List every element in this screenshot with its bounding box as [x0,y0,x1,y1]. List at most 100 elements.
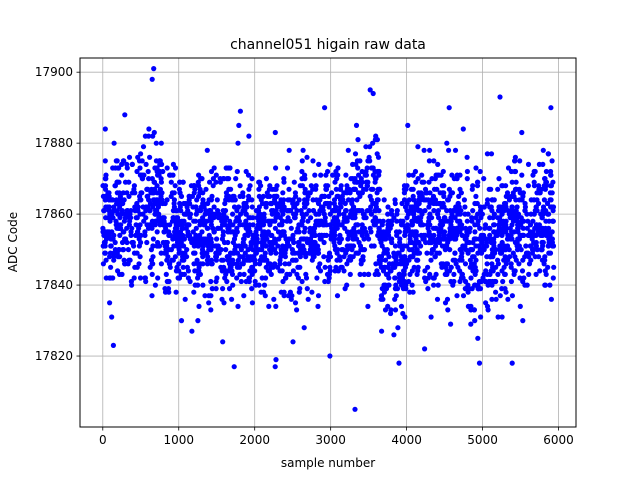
data-point [355,250,361,256]
data-point [271,193,277,199]
data-point [324,271,331,277]
data-point [424,250,430,256]
data-point [224,278,230,285]
data-point [337,257,343,263]
data-point [144,239,150,246]
data-point [495,261,501,267]
data-point [101,208,107,214]
data-point [281,293,287,299]
data-point [308,215,314,221]
data-point [265,268,271,274]
data-point [246,133,252,139]
data-point [338,236,344,242]
data-point [120,229,126,235]
data-point [112,183,118,189]
data-point [517,275,523,281]
data-point [183,200,189,207]
data-point [495,186,501,192]
data-point [366,154,372,160]
data-point [204,261,210,267]
data-point [344,247,350,253]
data-point [534,247,540,253]
data-point [487,204,493,210]
data-point [137,254,143,260]
data-point [142,133,148,139]
data-point [219,218,225,224]
data-point [450,232,456,238]
data-point [126,222,132,228]
data-point [359,168,365,175]
data-point [528,257,534,263]
data-point [276,236,282,242]
data-point [303,271,309,277]
data-point [503,183,509,189]
data-point [125,247,131,253]
data-point [488,151,495,157]
data-point [448,222,454,228]
data-point [195,179,201,185]
data-point [382,257,389,263]
data-point [478,250,485,256]
data-point [201,222,207,228]
data-point [155,275,161,281]
data-point [514,247,521,253]
data-point [297,264,303,270]
data-point [109,314,115,320]
data-point [290,268,296,274]
data-point [161,222,167,228]
data-point [505,296,511,302]
x-axis-label: sample number [281,456,375,470]
data-point [457,186,463,192]
data-point [209,286,215,292]
data-point [205,243,211,249]
data-point [491,236,497,242]
data-point [100,261,106,267]
data-point [208,293,214,299]
data-point [107,300,113,306]
data-point [334,250,340,256]
data-point [150,236,156,242]
data-point [468,275,474,281]
data-point [392,307,399,313]
outlier-point [231,364,237,370]
data-point [247,222,253,228]
x-tick-label: 5000 [467,433,498,447]
data-point [462,211,468,217]
data-point [406,197,412,203]
data-point [489,197,495,203]
data-point [131,250,138,256]
data-point [223,247,229,253]
data-point [271,296,277,302]
data-point [395,325,401,331]
data-point [432,254,438,260]
data-point [168,179,174,185]
data-point [302,204,308,210]
data-point [518,247,524,253]
data-point [543,168,550,175]
data-point [392,296,398,302]
data-point [388,310,394,317]
data-point [511,158,518,164]
data-point [433,271,439,277]
data-point [287,208,293,214]
data-point [517,303,523,309]
data-point [448,264,454,270]
data-point [122,112,128,118]
y-tick-label: 17820 [35,349,73,363]
data-point [324,222,330,228]
data-point [134,264,140,270]
data-point [469,215,475,221]
data-point [213,172,219,178]
data-point [289,236,295,242]
data-point [379,328,385,334]
data-point [184,222,190,228]
data-point [145,225,152,231]
data-point [257,261,263,267]
outlier-point [322,105,328,111]
data-point [363,144,369,150]
data-point [138,151,144,157]
data-point [477,225,483,231]
data-point [252,268,258,274]
outlier-point [327,353,333,359]
data-point [103,257,109,263]
